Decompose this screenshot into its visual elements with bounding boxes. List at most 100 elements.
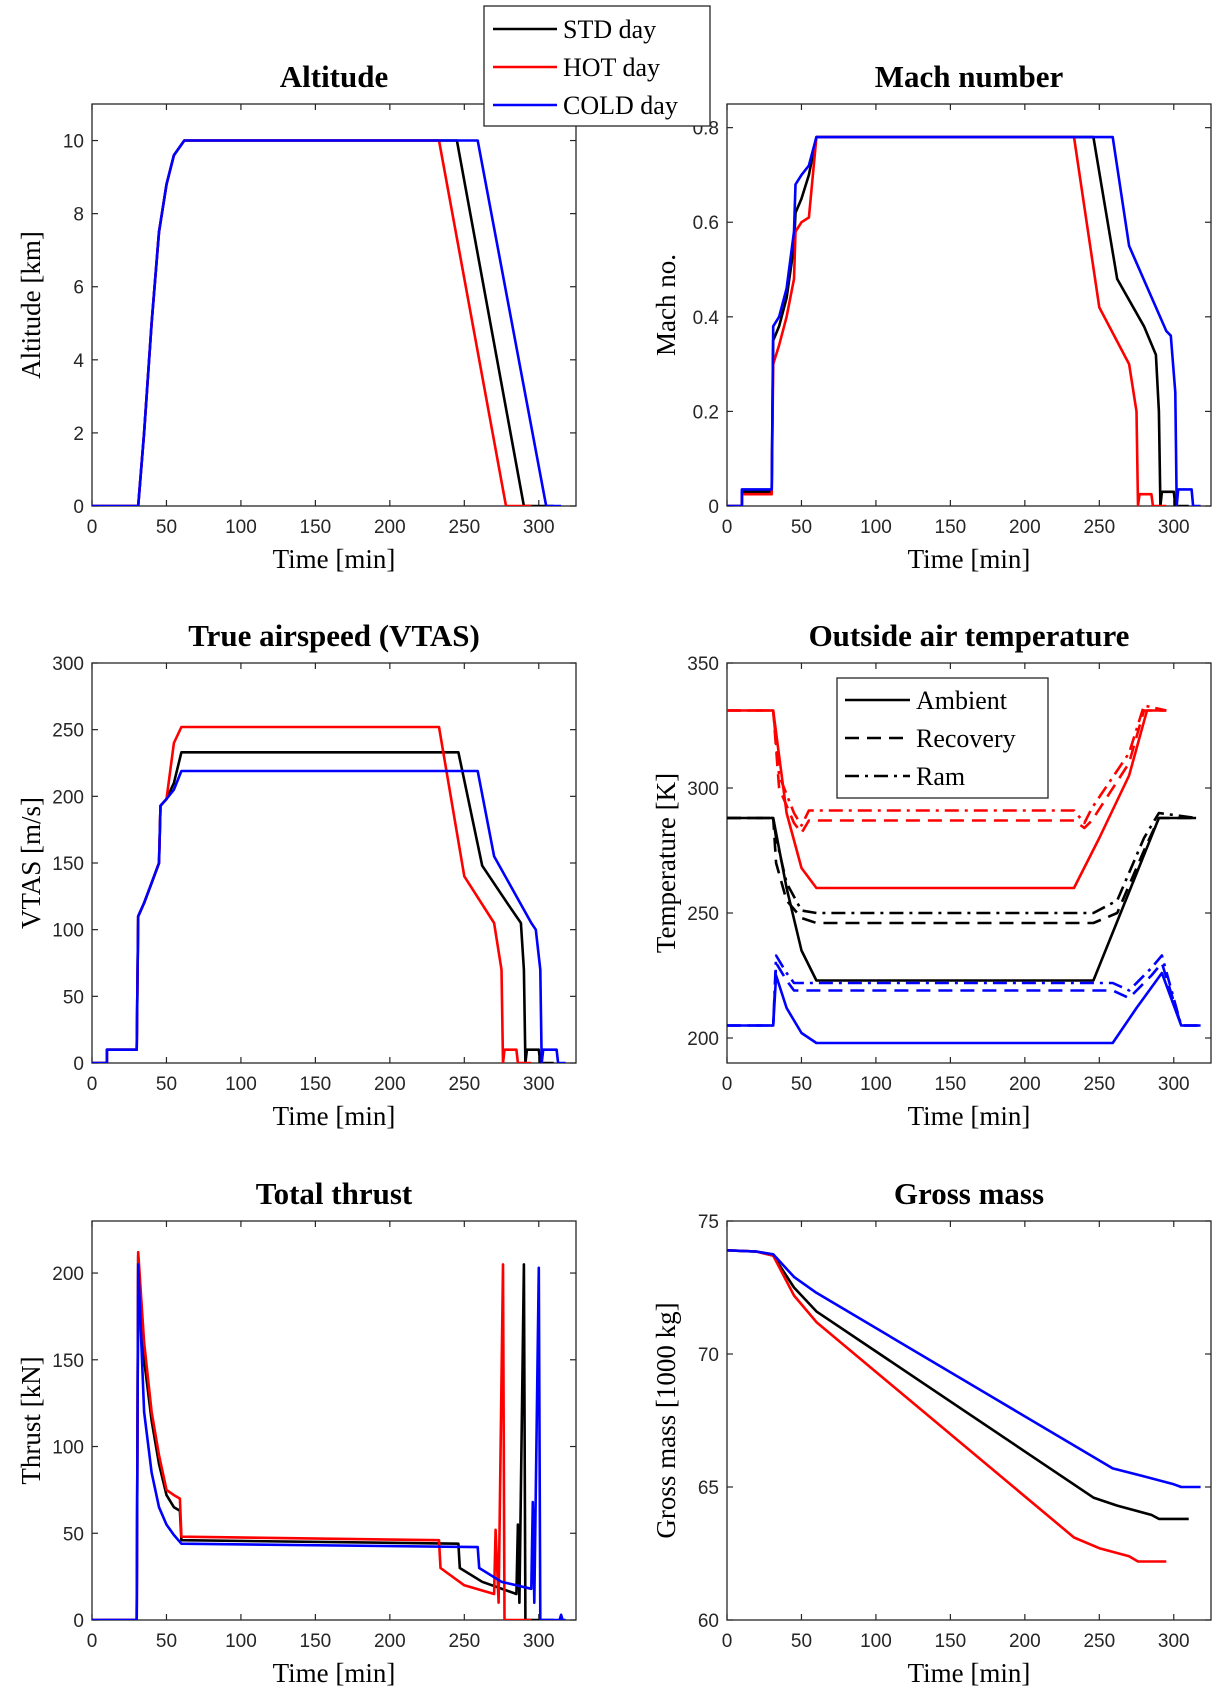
thrust-title: Total thrust [256, 1176, 413, 1211]
x-tick-label: 300 [1158, 1074, 1190, 1095]
y-tick-label: 0 [708, 497, 719, 518]
x-tick-label: 250 [448, 1074, 480, 1095]
x-tick-label: 50 [791, 1631, 812, 1652]
thrust-series-group [92, 1250, 566, 1620]
series-line-std-day-recovery [727, 816, 1197, 925]
x-tick-label: 200 [1009, 1074, 1041, 1095]
series-line-cold-day [92, 769, 566, 1063]
x-tick-label: 300 [523, 1074, 555, 1095]
y-tick-label: 50 [63, 1524, 84, 1545]
y-tick-label: 150 [52, 1351, 84, 1372]
x-tick-label: 0 [87, 517, 98, 538]
x-tick-label: 100 [860, 1631, 892, 1652]
x-tick-label: 150 [300, 1631, 332, 1652]
mach-number-plot-area [726, 103, 1212, 507]
x-tick-label: 50 [156, 1631, 177, 1652]
y-tick-label: 0 [73, 1054, 84, 1075]
x-tick-label: 150 [935, 517, 967, 538]
vtas-y-axis-label: VTAS [m/s] [16, 797, 46, 929]
gross-mass-y-axis-label: Gross mass [1000 kg] [651, 1302, 681, 1538]
x-tick-label: 100 [860, 1074, 892, 1095]
series-line-hot-day-ram [727, 704, 1167, 827]
gross-mass-x-axis-label: Time [min] [908, 1658, 1031, 1688]
y-tick-label: 60 [698, 1611, 719, 1632]
series-line-std-day-ram [727, 811, 1197, 915]
x-tick-label: 200 [1009, 1631, 1041, 1652]
x-tick-label: 200 [374, 1074, 406, 1095]
day-legend: STD day HOT day COLD day [483, 5, 711, 127]
x-tick-label: 0 [87, 1074, 98, 1095]
y-tick-label: 6 [73, 278, 84, 299]
x-tick-label: 250 [1083, 1074, 1115, 1095]
gross-mass-title: Gross mass [894, 1176, 1044, 1211]
x-tick-label: 150 [935, 1074, 967, 1095]
y-tick-label: 4 [73, 351, 84, 372]
altitude-y-axis-label: Altitude [km] [16, 231, 46, 379]
x-tick-label: 150 [935, 1631, 967, 1652]
temperature-title: Outside air temperature [809, 618, 1130, 653]
mach-number-x-axis-label: Time [min] [908, 544, 1031, 574]
x-tick-label: 0 [722, 517, 733, 538]
vtas-panel: 0 50 100 150 200 250 300 0 50 100 150 200 250 300 True… [16, 618, 577, 1131]
x-tick-label: 200 [374, 517, 406, 538]
x-tick-label: 0 [722, 1631, 733, 1652]
y-tick-label: 10 [63, 132, 84, 153]
x-tick-label: 50 [791, 517, 812, 538]
altitude-panel: 0 50 100 150 200 250 300 0 2 4 6 8 10 Altitude Time [m… [16, 59, 577, 574]
series-line-cold-day [727, 1249, 1201, 1489]
legend-label: COLD day [563, 91, 678, 120]
y-tick-label: 65 [698, 1478, 719, 1499]
y-tick-label: 0.2 [693, 402, 719, 423]
y-tick-label: 50 [63, 987, 84, 1008]
series-line-cold-day [92, 139, 562, 506]
mach-number-y-axis-label: Mach no. [651, 254, 681, 356]
legend-label: Recovery [916, 724, 1016, 753]
y-tick-label: 70 [698, 1345, 719, 1366]
x-tick-label: 50 [156, 517, 177, 538]
x-tick-label: 200 [1009, 517, 1041, 538]
y-tick-label: 200 [52, 787, 84, 808]
y-tick-label: 300 [52, 654, 84, 675]
x-tick-label: 250 [1083, 1631, 1115, 1652]
x-tick-label: 250 [448, 517, 480, 538]
y-tick-label: 150 [52, 854, 84, 875]
series-line-cold-day-ram [727, 954, 1201, 1027]
line-style-legend: Ambient Recovery Ram [836, 677, 1049, 799]
y-tick-label: 250 [52, 721, 84, 742]
y-tick-label: 250 [687, 904, 719, 925]
y-tick-label: 2 [73, 424, 84, 445]
series-line-hot-day-ambient [727, 709, 1167, 890]
x-tick-label: 50 [156, 1074, 177, 1095]
temperature-series-group [727, 704, 1201, 1045]
y-tick-label: 200 [52, 1264, 84, 1285]
thrust-panel: 0 50 100 150 200 250 300 0 50 100 150 200 Total thru… [16, 1176, 577, 1688]
y-tick-label: 350 [687, 654, 719, 675]
y-tick-label: 0.6 [693, 213, 719, 234]
temperature-y-axis-label: Temperature [K] [651, 773, 681, 953]
x-tick-label: 100 [225, 1074, 257, 1095]
x-tick-label: 250 [448, 1631, 480, 1652]
x-tick-label: 300 [1158, 517, 1190, 538]
x-tick-label: 200 [374, 1631, 406, 1652]
x-tick-label: 150 [300, 1074, 332, 1095]
y-tick-label: 0.4 [693, 308, 720, 329]
x-tick-label: 50 [791, 1074, 812, 1095]
altitude-series-group [92, 139, 562, 506]
vtas-plot-area [91, 662, 577, 1064]
altitude-plot-area [91, 103, 577, 507]
x-tick-label: 300 [523, 1631, 555, 1652]
legend-label: Ram [916, 762, 965, 791]
y-tick-label: 200 [687, 1029, 719, 1050]
series-line-cold-day [92, 1263, 566, 1620]
legend-label: HOT day [563, 53, 660, 82]
x-tick-label: 150 [300, 517, 332, 538]
y-tick-label: 100 [52, 1438, 84, 1459]
legend-label: Ambient [916, 686, 1008, 715]
mach-number-series-group [727, 135, 1201, 506]
temperature-x-axis-label: Time [min] [908, 1101, 1031, 1131]
vtas-series-group [92, 725, 566, 1063]
x-tick-label: 100 [860, 517, 892, 538]
x-tick-label: 300 [1158, 1631, 1190, 1652]
thrust-y-axis-label: Thrust [kN] [16, 1356, 46, 1484]
